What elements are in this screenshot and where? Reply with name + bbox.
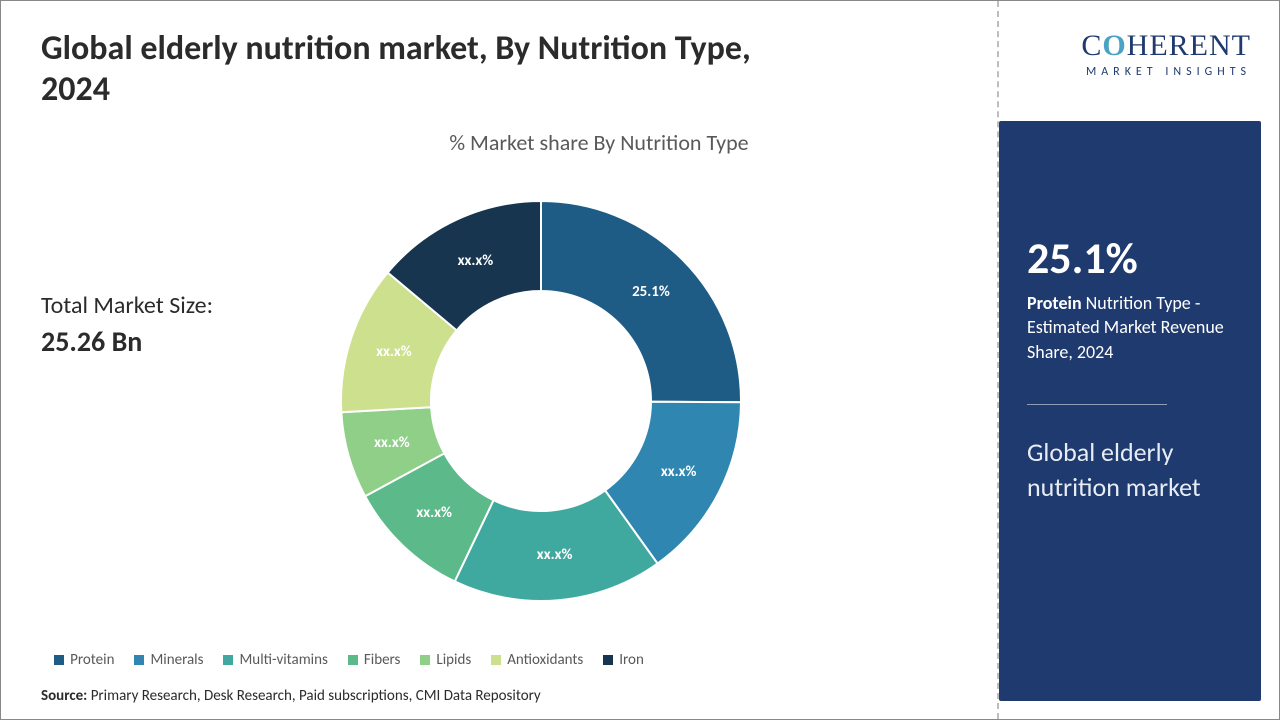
side-column: COHERENT MARKET INSIGHTS 25.1% Protein N… (999, 1, 1279, 719)
logo-pre: C (1081, 29, 1102, 62)
slice-protein (541, 201, 741, 402)
legend-swatch (54, 655, 64, 665)
legend-item-fibers: Fibers (348, 651, 401, 669)
source-text: Primary Research, Desk Research, Paid su… (87, 687, 540, 705)
source-prefix: Source: (41, 687, 87, 705)
chart-title: Global elderly nutrition market, By Nutr… (41, 29, 761, 111)
highlight-panel: 25.1% Protein Nutrition Type - Estimated… (999, 121, 1261, 701)
legend-item-antioxidants: Antioxidants (491, 651, 583, 669)
legend-swatch (420, 655, 430, 665)
legend-swatch (348, 655, 358, 665)
legend-item-iron: Iron (603, 651, 644, 669)
chart-subtitle: % Market share By Nutrition Type (221, 129, 977, 156)
legend-item-multi-vitamins: Multi-vitamins (223, 651, 327, 669)
legend-swatch (603, 655, 613, 665)
source-line: Source: Primary Research, Desk Research,… (41, 687, 541, 705)
brand-logo: COHERENT MARKET INSIGHTS (1081, 29, 1251, 79)
legend-label: Fibers (364, 651, 401, 669)
logo-oh: O (1102, 29, 1126, 62)
legend-swatch (491, 655, 501, 665)
total-market-label: Total Market Size: (41, 291, 213, 320)
slice-label-multi-vitamins: xx.x% (537, 546, 573, 564)
slice-label-lipids: xx.x% (374, 434, 410, 452)
logo-subtext: MARKET INSIGHTS (1081, 65, 1251, 79)
highlight-market-name: Global elderly nutrition market (1027, 435, 1233, 505)
legend-label: Antioxidants (507, 651, 583, 669)
legend-label: Minerals (150, 651, 203, 669)
highlight-divider (1027, 404, 1167, 405)
infographic-frame: Global elderly nutrition market, By Nutr… (0, 0, 1280, 720)
legend-item-protein: Protein (54, 651, 114, 669)
legend-label: Protein (70, 651, 114, 669)
highlight-desc: Protein Nutrition Type - Estimated Marke… (1027, 291, 1233, 364)
slice-label-fibers: xx.x% (416, 504, 452, 522)
legend-item-lipids: Lipids (420, 651, 471, 669)
legend-label: Iron (619, 651, 644, 669)
total-market-block: Total Market Size: 25.26 Bn (41, 291, 213, 359)
slice-label-protein: 25.1% (632, 283, 670, 301)
legend-swatch (134, 655, 144, 665)
legend-label: Lipids (436, 651, 471, 669)
logo-post: HERENT (1127, 29, 1251, 62)
slice-label-minerals: xx.x% (661, 463, 697, 481)
logo-wordmark: COHERENT (1081, 29, 1251, 63)
main-panel: Global elderly nutrition market, By Nutr… (1, 1, 997, 719)
legend-label: Multi-vitamins (239, 651, 327, 669)
legend-swatch (223, 655, 233, 665)
donut-chart: 25.1% xx.x% xx.x% xx.x% xx.x% xx.x% xx.x% (331, 191, 751, 611)
legend-item-minerals: Minerals (134, 651, 203, 669)
legend: Protein Minerals Multi-vitamins Fibers Lipid… (1, 651, 697, 669)
slice-label-antioxidants: xx.x% (376, 343, 412, 361)
highlight-percent: 25.1% (1027, 231, 1233, 285)
total-market-value: 25.26 Bn (41, 324, 213, 359)
highlight-desc-bold: Protein (1027, 292, 1082, 314)
slice-label-iron: xx.x% (458, 252, 494, 270)
